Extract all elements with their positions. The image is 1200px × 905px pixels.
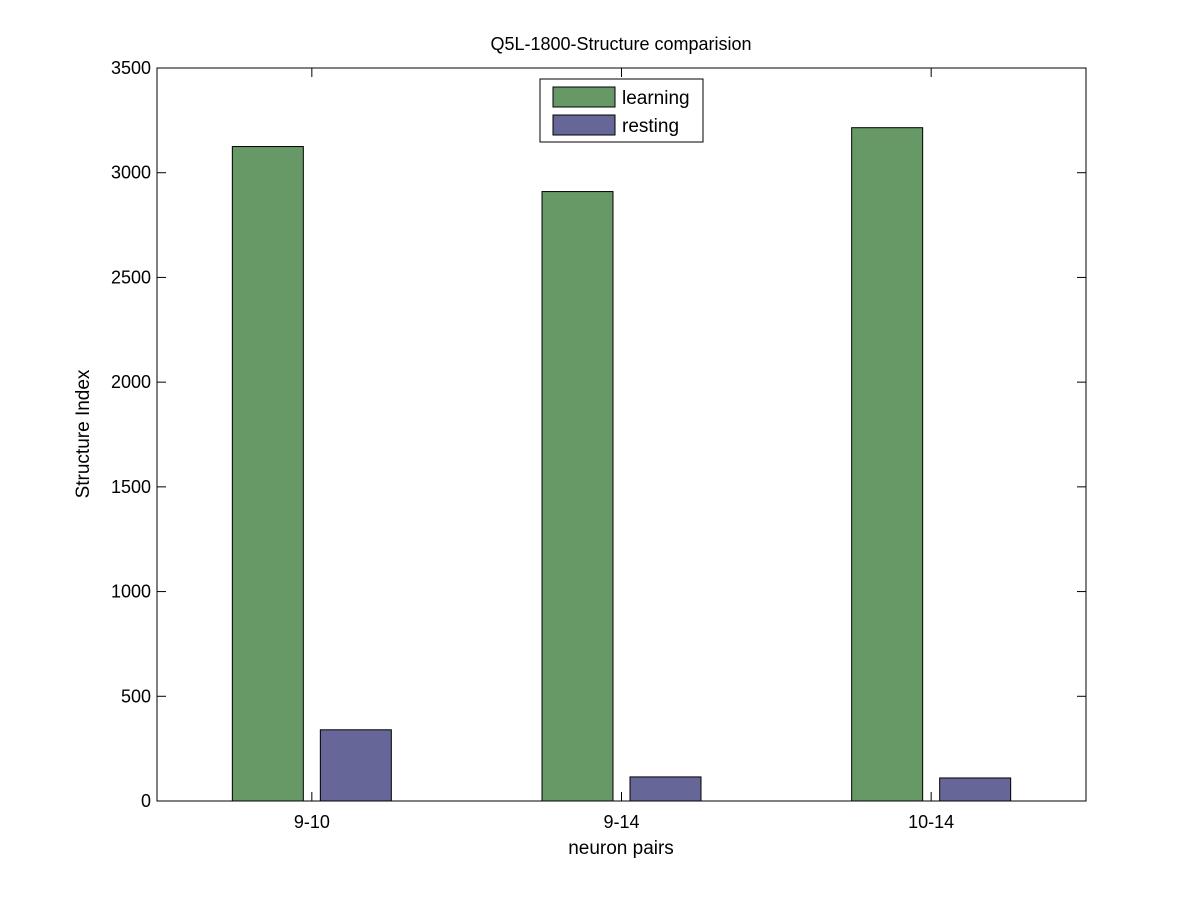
y-tick-label: 0 <box>141 791 151 811</box>
bar-learning-9-14 <box>541 191 614 802</box>
bar-resting-10-14 <box>939 777 1012 802</box>
y-tick-label: 1000 <box>111 582 151 602</box>
plot-background <box>157 68 1086 801</box>
y-tick-label: 1500 <box>111 477 151 497</box>
plot-area: 0 500 1000 1500 2000 2500 3000 3500 9-10 9-14 10-1… <box>111 58 1087 832</box>
x-tick-label: 9-14 <box>603 812 639 832</box>
legend: learning resting <box>539 78 704 143</box>
x-axis-label: neuron pairs <box>568 838 674 859</box>
x-tick-label: 9-10 <box>294 812 330 832</box>
y-tick-label: 2500 <box>111 267 151 287</box>
y-axis-label: Structure Index <box>73 369 94 498</box>
y-tick-label: 3500 <box>111 58 151 78</box>
legend-label-learning: learning <box>622 88 690 109</box>
y-tick-label: 2000 <box>111 372 151 392</box>
chart-title: Q5L-1800-Structure comparision <box>490 34 751 54</box>
bar-resting-9-10 <box>319 729 392 802</box>
legend-swatch-learning <box>552 86 616 108</box>
bar-learning-10-14 <box>851 127 924 802</box>
x-tick-label: 10-14 <box>908 812 954 832</box>
y-tick-label: 500 <box>121 686 151 706</box>
legend-swatch-resting <box>552 114 616 136</box>
legend-label-resting: resting <box>622 116 679 137</box>
bar-resting-9-14 <box>629 776 702 802</box>
bar-learning-9-10 <box>231 146 304 802</box>
y-tick-label: 3000 <box>111 163 151 183</box>
